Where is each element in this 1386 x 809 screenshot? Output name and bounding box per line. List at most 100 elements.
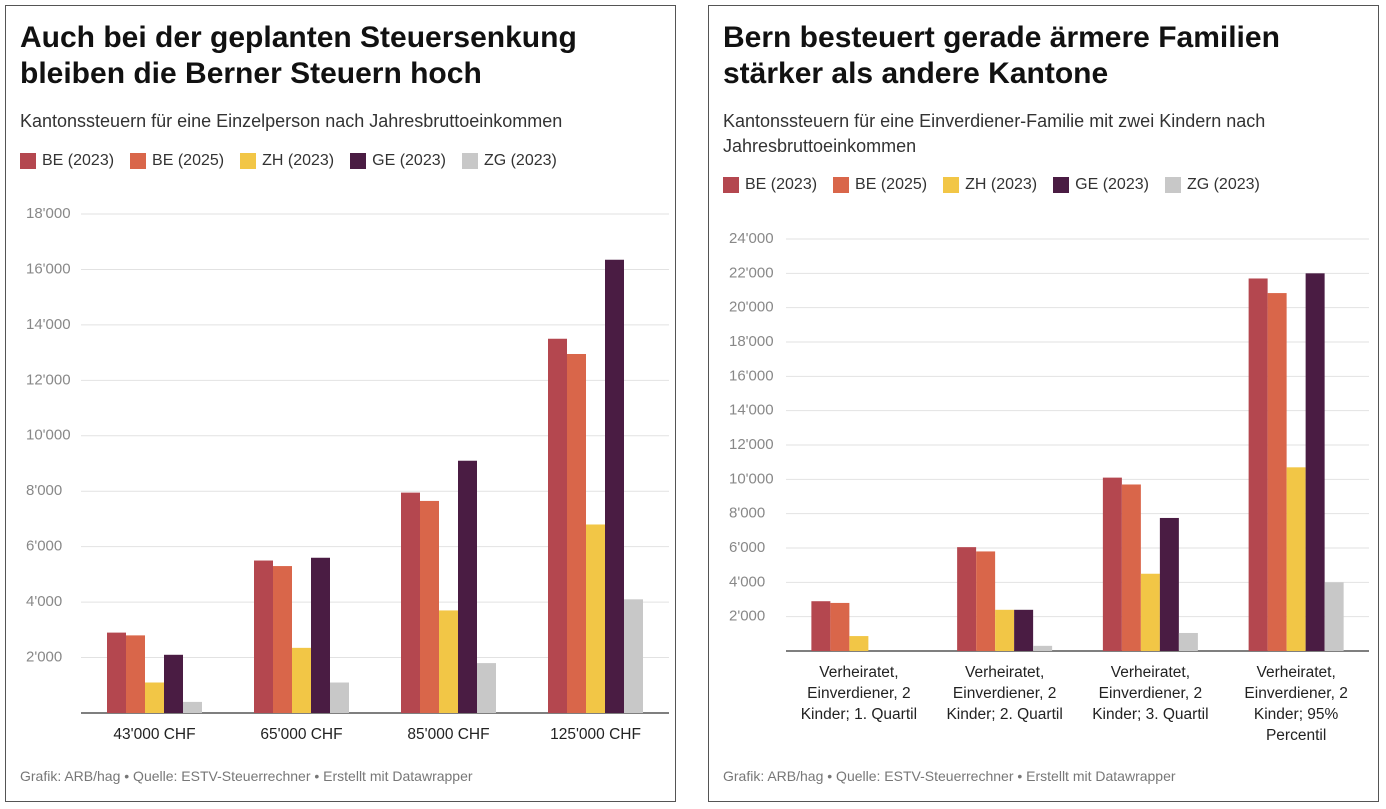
bar (1033, 645, 1053, 651)
x-tick-label: Verheiratet, Einverdiener, 2 Kinder; 95%… (1244, 664, 1348, 744)
legend-swatch (1053, 177, 1070, 193)
bar (1178, 632, 1198, 651)
y-tick-label: 16'000 (26, 260, 71, 277)
legend-label: BE (2023) (745, 176, 818, 193)
legend-item: GE (2023) (350, 152, 446, 170)
bar (126, 635, 145, 713)
bar (976, 551, 996, 651)
bar (995, 609, 1015, 651)
bar (1140, 573, 1160, 651)
chart-footer: Grafik: ARB/hag • Quelle: ESTV-Steuerrec… (20, 768, 473, 784)
bar (811, 601, 831, 651)
x-tick-label: Verheiratet, Einverdiener, 2 Kinder; 1. … (800, 664, 918, 723)
legend-item: ZH (2023) (240, 152, 334, 170)
bar (624, 599, 643, 713)
y-tick-label: 18'000 (26, 205, 71, 222)
legend-label: ZH (2023) (965, 176, 1038, 193)
chart-panel: Auch bei der geplanten Steuersenkung ble… (5, 5, 676, 802)
legend-item: BE (2025) (833, 176, 927, 194)
plot: 2'000 4'000 6'000 8'000 10'000 12'000 14'000 16… (729, 230, 1369, 652)
y-tick-label: 12'000 (26, 371, 71, 388)
y-tick-label: 24'000 (729, 230, 774, 247)
y-tick-label: 14'000 (729, 402, 774, 419)
legend-label: BE (2025) (152, 152, 225, 169)
chart-footer: Grafik: ARB/hag • Quelle: ESTV-Steuerrec… (723, 768, 1176, 784)
chart-subtitle: Kantonssteuern für eine Einzelperson nac… (20, 111, 563, 131)
bar (145, 682, 164, 713)
y-tick-label: 20'000 (729, 299, 774, 316)
x-tick-label: 43'000 CHF (113, 726, 196, 743)
bar (439, 610, 458, 713)
bar (1014, 609, 1034, 651)
legend-label: BE (2023) (42, 152, 115, 169)
chart-title: Bern besteuert gerade ärmere Familien st… (723, 21, 1280, 90)
y-tick-label: 4'000 (26, 593, 62, 610)
legend: BE (2023) BE (2025) ZH (2023) GE (2023) ZG (… (20, 152, 557, 170)
bar (401, 492, 420, 713)
legend-swatch (20, 153, 36, 169)
bar (273, 566, 292, 713)
chart-subtitle: Kantonssteuern für eine Einverdiener-Fam… (723, 111, 1266, 156)
y-tick-label: 6'000 (26, 538, 62, 555)
bar (849, 636, 869, 651)
x-tick-label: 65'000 CHF (260, 726, 343, 743)
x-tick-label: Verheiratet, Einverdiener, 2 Kinder; 3. … (1092, 664, 1209, 723)
bar (567, 353, 586, 713)
bar (605, 259, 624, 713)
bar (311, 557, 330, 713)
legend-label: BE (2025) (855, 176, 928, 193)
bar (477, 663, 496, 713)
legend-item: ZH (2023) (943, 176, 1037, 194)
bar (1286, 467, 1306, 651)
x-tick-label: 85'000 CHF (407, 726, 490, 743)
y-tick-label: 10'000 (26, 427, 71, 444)
legend-swatch (350, 153, 367, 169)
bar (183, 701, 202, 713)
bar (1248, 278, 1268, 651)
legend-swatch (1164, 177, 1181, 193)
bar (292, 647, 311, 713)
legend-item: GE (2023) (1053, 176, 1149, 194)
y-tick-label: 6'000 (729, 539, 765, 556)
legend-label: GE (2023) (372, 152, 446, 169)
bar (164, 654, 183, 713)
bar (458, 460, 477, 713)
plot: 2'000 4'000 6'000 8'000 10'000 12'000 14'000 16… (26, 205, 669, 714)
bar (1267, 293, 1287, 651)
bar (830, 602, 850, 651)
legend-swatch (461, 153, 478, 169)
legend-item: ZG (2023) (461, 152, 557, 170)
bar (548, 338, 567, 713)
y-tick-label: 12'000 (729, 436, 774, 453)
legend-swatch (240, 153, 257, 169)
y-tick-label: 8'000 (26, 482, 62, 499)
chart-title: Auch bei der geplanten Steuersenkung ble… (20, 21, 577, 90)
chart-panel: Bern besteuert gerade ärmere Familien st… (708, 5, 1379, 802)
legend-item: BE (2025) (130, 152, 224, 170)
y-tick-label: 18'000 (729, 333, 774, 350)
bar (330, 682, 349, 713)
y-tick-label: 10'000 (729, 470, 774, 487)
bar (1121, 484, 1141, 651)
legend-item: BE (2023) (723, 176, 817, 194)
legend-item: ZG (2023) (1164, 176, 1260, 194)
bar (1305, 273, 1325, 651)
bar (254, 560, 273, 713)
x-tick-label: 125'000 CHF (550, 726, 641, 743)
legend: BE (2023) BE (2025) ZH (2023) GE (2023) ZG (… (723, 176, 1260, 194)
bar (1102, 477, 1122, 651)
y-tick-label: 2'000 (26, 649, 62, 666)
y-tick-label: 4'000 (729, 573, 765, 590)
legend-label: ZG (2023) (1186, 176, 1260, 193)
bar (1324, 582, 1344, 651)
bar (420, 500, 439, 713)
y-tick-label: 2'000 (729, 608, 765, 625)
y-tick-label: 16'000 (729, 367, 774, 384)
bar (586, 524, 605, 713)
y-tick-label: 14'000 (26, 316, 71, 333)
legend-swatch (833, 177, 850, 193)
y-tick-label: 8'000 (729, 505, 765, 522)
y-tick-label: 22'000 (729, 264, 774, 281)
legend-label: GE (2023) (1075, 176, 1149, 193)
